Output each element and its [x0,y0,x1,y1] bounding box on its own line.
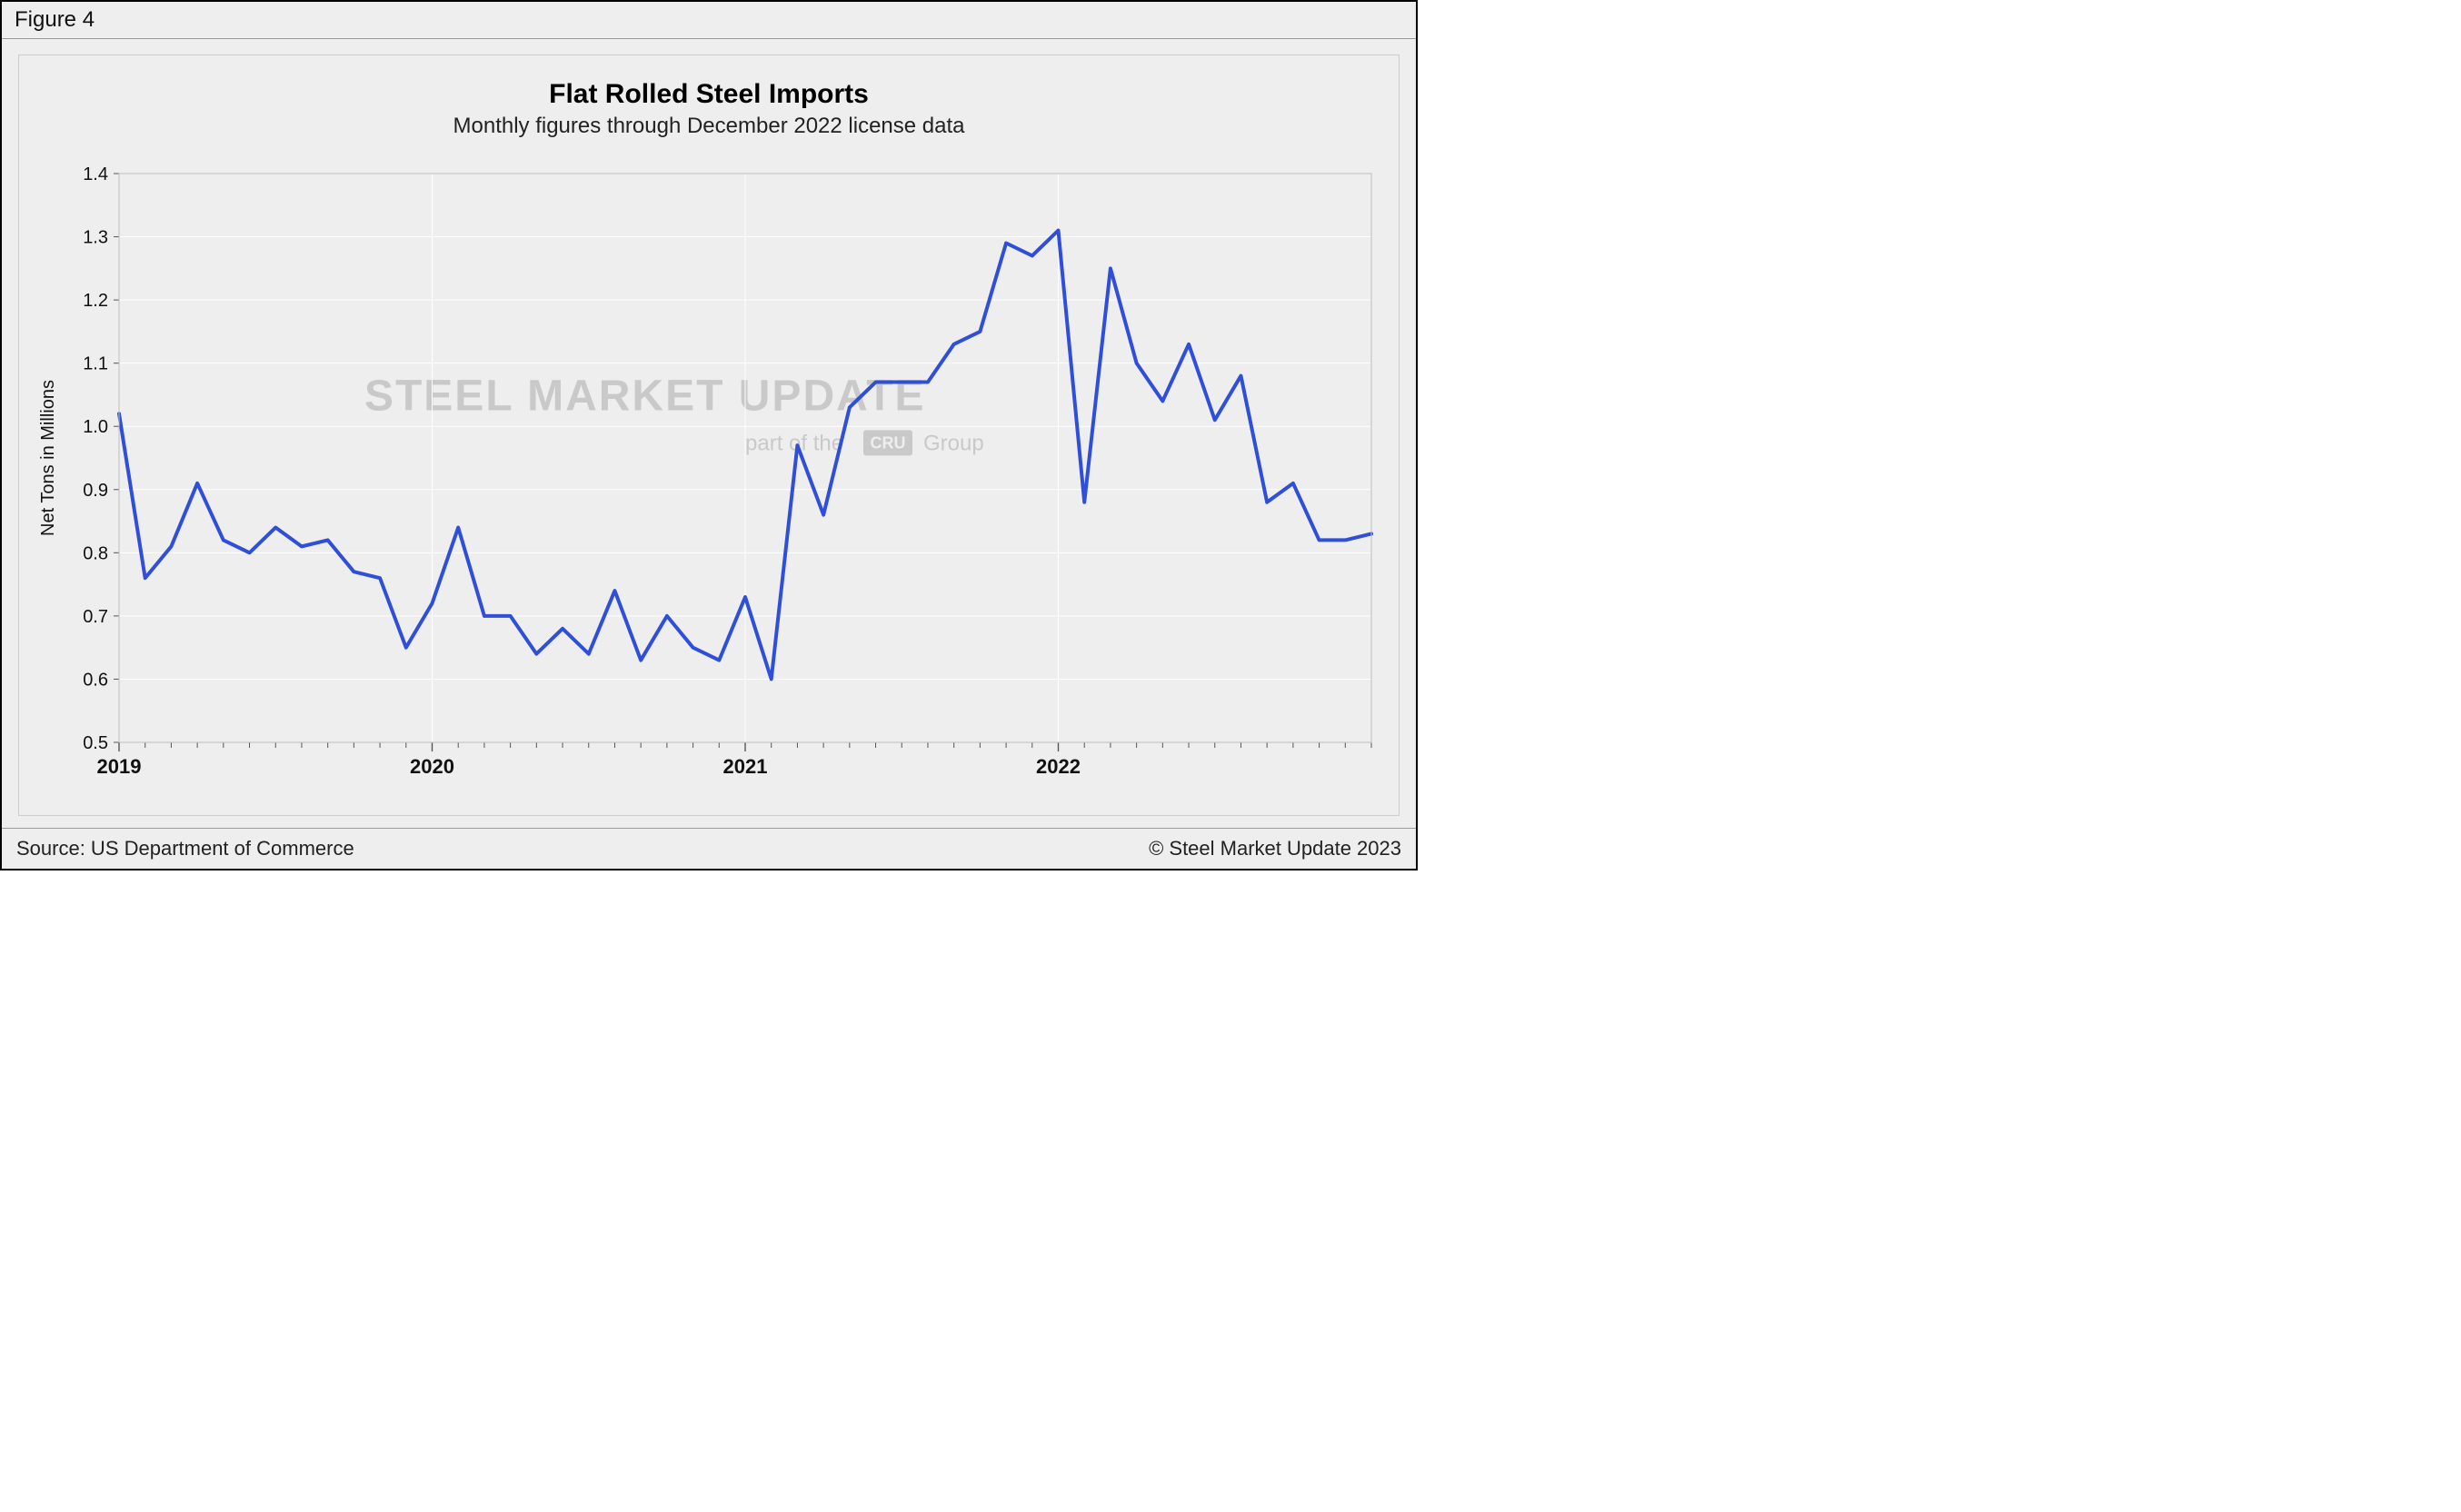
watermark-sub-prefix: part of the [745,431,843,455]
y-tick-label: 0.6 [83,670,108,690]
watermark-sub-suffix: Group [923,431,984,455]
x-tick-label: 2020 [410,755,454,778]
y-tick-label: 0.7 [83,607,108,627]
chart-subtitle: Monthly figures through December 2022 li… [19,114,1399,139]
y-tick-label: 1.3 [83,228,108,248]
figure-container: Figure 4 Flat Rolled Steel Imports Month… [0,0,1418,870]
footer-source: Source: US Department of Commerce [16,837,354,860]
figure-footer: Source: US Department of Commerce © Stee… [2,828,1416,869]
watermark-sub: part of the CRU Group [745,430,984,455]
figure-label: Figure 4 [15,7,95,33]
plot-panel: Flat Rolled Steel Imports Monthly figure… [18,55,1400,816]
x-tick-label: 2019 [97,755,142,778]
watermark-box-text: CRU [871,433,906,452]
figure-header: Figure 4 [2,2,1416,39]
y-axis-label: Net Tons in Millions [38,380,58,536]
x-tick-label: 2021 [723,755,768,778]
watermark-main: STEEL MARKET UPDATE [364,372,926,420]
chart-svg-wrap: 0.5 0.6 0.7 0.8 0.9 1.0 1.1 1.2 1.3 1.4 STEEL MARK… [19,155,1399,806]
y-tick-label: 0.9 [83,481,108,501]
footer-copyright: © Steel Market Update 2023 [1149,837,1401,860]
chart-title: Flat Rolled Steel Imports [19,79,1399,110]
chart-svg: 0.5 0.6 0.7 0.8 0.9 1.0 1.1 1.2 1.3 1.4 STEEL MARK… [19,155,1399,806]
y-tick-label: 1.4 [83,164,108,184]
y-tick-label: 1.0 [83,417,108,437]
y-tick-label: 0.5 [83,733,108,753]
y-tick-label: 0.8 [83,543,108,563]
y-tick-label: 1.2 [83,291,108,311]
x-tick-label: 2022 [1036,755,1081,778]
y-tick-label: 1.1 [83,354,108,374]
